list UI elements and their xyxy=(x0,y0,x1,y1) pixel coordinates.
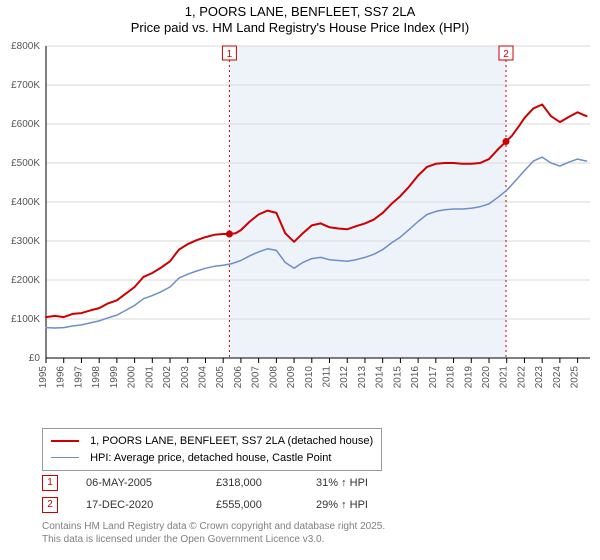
legend-swatch-2 xyxy=(51,457,79,458)
svg-text:£300K: £300K xyxy=(11,236,40,247)
marker-badge-2: 2 xyxy=(42,497,58,513)
legend-item: HPI: Average price, detached house, Cast… xyxy=(51,450,373,467)
svg-text:2004: 2004 xyxy=(197,366,208,389)
svg-text:2022: 2022 xyxy=(516,366,527,389)
svg-text:2002: 2002 xyxy=(162,366,173,389)
svg-text:2018: 2018 xyxy=(446,366,457,389)
marker-badge-1: 1 xyxy=(42,475,58,491)
marker-pct: 29% ↑ HPI xyxy=(316,499,436,511)
chart-container: 1, POORS LANE, BENFLEET, SS7 2LA Price p… xyxy=(0,0,600,560)
svg-text:2013: 2013 xyxy=(357,366,368,389)
chart-area: £0 £100K £200K £300K £400K £500K £600K £700K £80… xyxy=(0,40,600,420)
svg-text:2024: 2024 xyxy=(552,366,563,389)
svg-text:2001: 2001 xyxy=(144,366,155,389)
svg-text:£400K: £400K xyxy=(11,197,40,208)
footer-line2: This data is licensed under the Open Gov… xyxy=(42,533,385,546)
svg-text:1995: 1995 xyxy=(38,366,49,389)
footer-line1: Contains HM Land Registry data © Crown c… xyxy=(42,520,385,533)
legend-swatch-1 xyxy=(51,440,79,442)
svg-text:1: 1 xyxy=(227,49,233,60)
svg-text:1998: 1998 xyxy=(91,366,102,389)
svg-text:1997: 1997 xyxy=(73,366,84,389)
svg-text:2017: 2017 xyxy=(428,366,439,389)
svg-text:£600K: £600K xyxy=(11,119,40,130)
svg-text:2009: 2009 xyxy=(286,366,297,389)
legend: 1, POORS LANE, BENFLEET, SS7 2LA (detach… xyxy=(42,428,382,471)
svg-text:£800K: £800K xyxy=(11,41,40,52)
legend-label: 1, POORS LANE, BENFLEET, SS7 2LA (detach… xyxy=(90,435,373,447)
svg-text:£0: £0 xyxy=(29,353,41,364)
legend-label: HPI: Average price, detached house, Cast… xyxy=(90,452,331,464)
svg-text:£200K: £200K xyxy=(11,275,40,286)
svg-text:£700K: £700K xyxy=(11,80,40,91)
title-line1: 1, POORS LANE, BENFLEET, SS7 2LA xyxy=(0,4,600,20)
svg-text:1996: 1996 xyxy=(56,366,67,389)
marker-price: £318,000 xyxy=(216,477,316,489)
svg-text:2010: 2010 xyxy=(304,366,315,389)
svg-text:2005: 2005 xyxy=(215,366,226,389)
svg-text:1999: 1999 xyxy=(109,366,120,389)
svg-text:2007: 2007 xyxy=(251,366,262,389)
svg-text:£100K: £100K xyxy=(11,314,40,325)
svg-text:2023: 2023 xyxy=(534,366,545,389)
svg-text:2006: 2006 xyxy=(233,366,244,389)
svg-text:2020: 2020 xyxy=(481,366,492,389)
table-row: 2 17-DEC-2020 £555,000 29% ↑ HPI xyxy=(42,494,436,516)
marker-date: 17-DEC-2020 xyxy=(86,499,216,511)
title-block: 1, POORS LANE, BENFLEET, SS7 2LA Price p… xyxy=(0,0,600,37)
svg-text:2014: 2014 xyxy=(375,366,386,389)
marker-pct: 31% ↑ HPI xyxy=(316,477,436,489)
svg-text:2025: 2025 xyxy=(570,366,581,389)
svg-text:2011: 2011 xyxy=(322,366,333,388)
footer: Contains HM Land Registry data © Crown c… xyxy=(42,520,385,546)
marker-price: £555,000 xyxy=(216,499,316,511)
svg-text:2008: 2008 xyxy=(268,366,279,389)
svg-text:2012: 2012 xyxy=(339,366,350,389)
chart-svg: £0 £100K £200K £300K £400K £500K £600K £700K £80… xyxy=(0,40,600,420)
svg-text:2000: 2000 xyxy=(127,366,138,389)
svg-text:2019: 2019 xyxy=(463,366,474,389)
svg-text:2: 2 xyxy=(503,49,509,60)
marker-table: 1 06-MAY-2005 £318,000 31% ↑ HPI 2 17-DE… xyxy=(42,472,436,516)
table-row: 1 06-MAY-2005 £318,000 31% ↑ HPI xyxy=(42,472,436,494)
svg-text:2015: 2015 xyxy=(392,366,403,389)
title-line2: Price paid vs. HM Land Registry's House … xyxy=(0,20,600,36)
svg-text:£500K: £500K xyxy=(11,158,40,169)
svg-text:2021: 2021 xyxy=(499,366,510,389)
marker-date: 06-MAY-2005 xyxy=(86,477,216,489)
svg-text:2016: 2016 xyxy=(410,366,421,389)
legend-item: 1, POORS LANE, BENFLEET, SS7 2LA (detach… xyxy=(51,433,373,450)
svg-text:2003: 2003 xyxy=(180,366,191,389)
